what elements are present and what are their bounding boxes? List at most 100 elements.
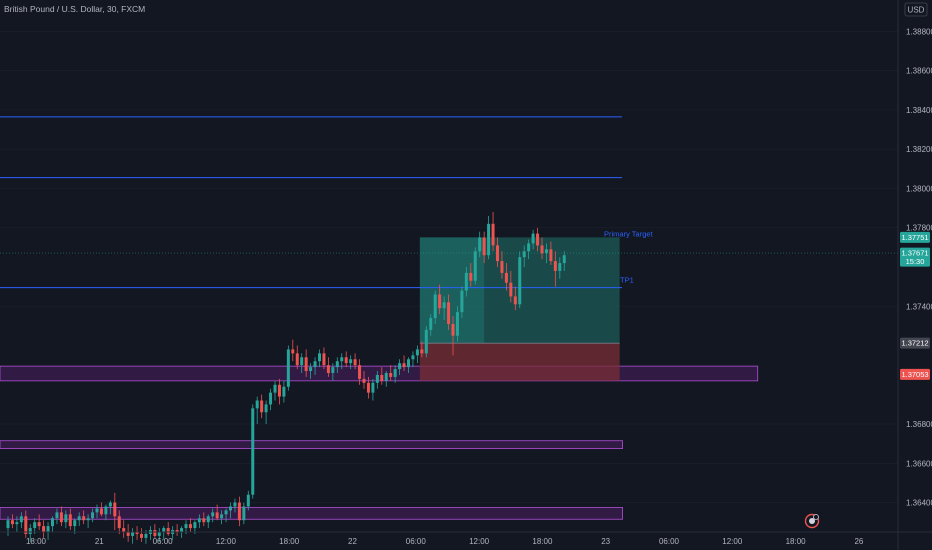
countdown-label: 15:30 [906, 257, 925, 266]
bull-candle [46, 526, 50, 532]
bull-candle [531, 233, 535, 244]
bull-candle [433, 294, 437, 319]
bull-candle [518, 257, 522, 305]
bull-candle [242, 506, 246, 521]
x-tick-label: 26 [854, 537, 863, 546]
y-tick-label: 1.38600 [906, 67, 932, 76]
time-axis[interactable]: 18:00 21 06:00 12:00 18:00 22 06:00 12:00 18:00 2… [0, 531, 932, 546]
price-badge-label: 1.37671 [901, 249, 928, 258]
bear-candle [496, 245, 499, 262]
bull-candle [184, 524, 188, 529]
bear-candle [295, 353, 299, 366]
bull-candle [51, 518, 54, 527]
candlesticks [6, 212, 566, 544]
bull-candle [473, 251, 477, 281]
bear-candle [237, 502, 241, 521]
bull-candle [224, 510, 228, 515]
currency-label: USD [908, 6, 925, 15]
bear-candle [344, 357, 348, 364]
bull-candle [300, 357, 304, 366]
bull-candle [460, 290, 464, 313]
bull-candle [522, 251, 526, 258]
bull-candle [108, 502, 112, 507]
bull-candle [269, 392, 273, 405]
bear-candle [389, 373, 393, 377]
bull-candle [335, 361, 339, 368]
bull-candle [251, 408, 255, 495]
bull-candle [264, 404, 268, 413]
bull-candle [349, 359, 353, 364]
bear-candle [82, 516, 86, 521]
bull-candle [487, 223, 491, 256]
demand-zone [0, 507, 623, 520]
x-tick-label: 18:00 [532, 537, 553, 546]
bear-candle [202, 518, 206, 523]
bull-candle [180, 528, 184, 532]
bull-candle [104, 506, 108, 515]
bull-candle [371, 382, 375, 393]
price-axis[interactable]: 1.38800 1.38600 1.38400 1.38200 1.38000 1.378… [897, 0, 932, 550]
bull-candle [220, 514, 224, 519]
bear-candle [140, 533, 143, 538]
bull-candle [286, 349, 290, 387]
bull-candle [562, 255, 566, 264]
bull-candle [455, 312, 459, 336]
bull-candle [229, 506, 232, 511]
tp1-label: TP1 [620, 275, 634, 284]
bear-candle [322, 353, 326, 366]
bear-candle [166, 528, 170, 534]
tradingview-logo-icon[interactable] [804, 513, 820, 529]
bear-candle [500, 261, 504, 273]
bear-candle [380, 374, 384, 381]
bull-candle [73, 520, 77, 527]
x-tick-label: 06:00 [659, 537, 680, 546]
price-badge-label: 1.37212 [901, 339, 928, 348]
bear-candle [482, 237, 486, 256]
bear-candle [438, 294, 442, 309]
currency-badge[interactable]: USD [904, 2, 928, 17]
price-badge [900, 368, 930, 380]
bull-candle [544, 249, 548, 254]
bear-candle [135, 532, 139, 534]
bear-candle [353, 359, 357, 366]
bull-candle [415, 349, 419, 356]
bear-candle [215, 512, 219, 519]
bull-candle [19, 516, 23, 523]
bear-candle [42, 526, 46, 532]
price-badge [900, 337, 930, 349]
bull-candle [246, 494, 250, 507]
grid [0, 31, 898, 503]
x-tick-label: 06:00 [153, 537, 174, 546]
bull-candle [33, 522, 37, 529]
bull-candle [411, 355, 415, 360]
bull-candle [318, 353, 321, 362]
bull-candle [233, 502, 237, 507]
bear-candle [122, 528, 126, 532]
y-tick-label: 1.36400 [906, 499, 932, 508]
bear-candle [24, 516, 28, 534]
x-tick-label: 18:00 [279, 537, 300, 546]
chart-title: British Pound / U.S. Dollar, 30, FXCM [4, 4, 145, 14]
bear-candle [59, 512, 63, 523]
bull-candle [211, 512, 215, 517]
bull-candle [273, 384, 277, 393]
bear-candle [260, 400, 264, 413]
bear-candle [10, 520, 14, 525]
bear-candle [326, 365, 330, 373]
bull-candle [282, 386, 286, 397]
bull-candle [442, 302, 446, 309]
bull-candle [197, 518, 201, 523]
bull-candle [375, 374, 379, 383]
bear-candle [402, 363, 406, 368]
demand-zone [0, 440, 623, 449]
bull-candle [309, 367, 313, 372]
bear-candle [504, 272, 508, 283]
bear-candle [277, 384, 281, 397]
x-tick-label: 18:00 [26, 537, 47, 546]
y-tick-label: 1.36600 [906, 459, 932, 468]
bear-candle [153, 530, 157, 536]
demand-zone [0, 365, 759, 382]
x-tick-label: 12:00 [469, 537, 490, 546]
x-tick-label: 12:00 [722, 537, 743, 546]
